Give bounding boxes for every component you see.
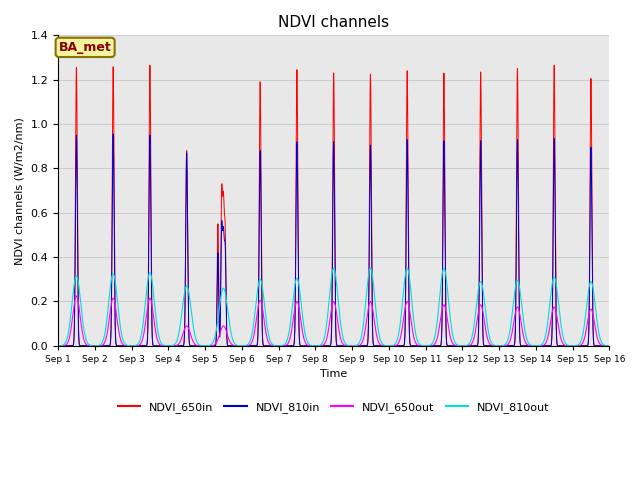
NDVI_650in: [410, 343, 417, 348]
NDVI_810out: [260, 300, 268, 306]
NDVI_810out: [54, 343, 62, 348]
NDVI_810out: [604, 343, 611, 348]
NDVI_650in: [172, 343, 180, 348]
NDVI_810in: [172, 343, 180, 348]
NDVI_650in: [260, 343, 268, 348]
Text: BA_met: BA_met: [59, 41, 111, 54]
NDVI_650out: [54, 343, 62, 348]
NDVI_650in: [488, 343, 496, 348]
Legend: NDVI_650in, NDVI_810in, NDVI_650out, NDVI_810out: NDVI_650in, NDVI_810in, NDVI_650out, NDV…: [113, 398, 554, 418]
NDVI_650out: [410, 334, 418, 340]
NDVI_650in: [604, 343, 611, 348]
Title: NDVI channels: NDVI channels: [278, 15, 389, 30]
Line: NDVI_810in: NDVI_810in: [58, 134, 609, 346]
Line: NDVI_650out: NDVI_650out: [58, 296, 609, 346]
NDVI_810in: [166, 343, 174, 348]
Line: NDVI_810out: NDVI_810out: [58, 268, 609, 346]
NDVI_650out: [604, 343, 611, 348]
NDVI_810in: [260, 343, 268, 348]
NDVI_650in: [54, 343, 62, 348]
NDVI_650out: [166, 343, 174, 348]
NDVI_650out: [172, 343, 180, 348]
NDVI_650out: [201, 343, 209, 348]
NDVI_810in: [605, 343, 613, 348]
Y-axis label: NDVI channels (W/m2/nm): NDVI channels (W/m2/nm): [15, 117, 25, 264]
NDVI_650in: [605, 343, 613, 348]
NDVI_810out: [330, 265, 337, 271]
NDVI_810out: [166, 343, 174, 348]
NDVI_650out: [605, 343, 613, 348]
NDVI_810in: [410, 343, 417, 348]
NDVI_810in: [109, 131, 117, 137]
NDVI_810in: [488, 343, 496, 348]
NDVI_810out: [410, 317, 417, 323]
NDVI_650in: [166, 343, 174, 348]
NDVI_810in: [54, 343, 62, 348]
NDVI_810out: [172, 340, 180, 346]
NDVI_650in: [146, 62, 154, 68]
X-axis label: Time: Time: [320, 370, 348, 379]
NDVI_810out: [488, 340, 496, 346]
NDVI_650out: [72, 293, 80, 299]
NDVI_650out: [488, 343, 496, 348]
NDVI_810out: [605, 343, 613, 348]
NDVI_650out: [260, 320, 268, 326]
Line: NDVI_650in: NDVI_650in: [58, 65, 609, 346]
NDVI_810in: [604, 343, 611, 348]
